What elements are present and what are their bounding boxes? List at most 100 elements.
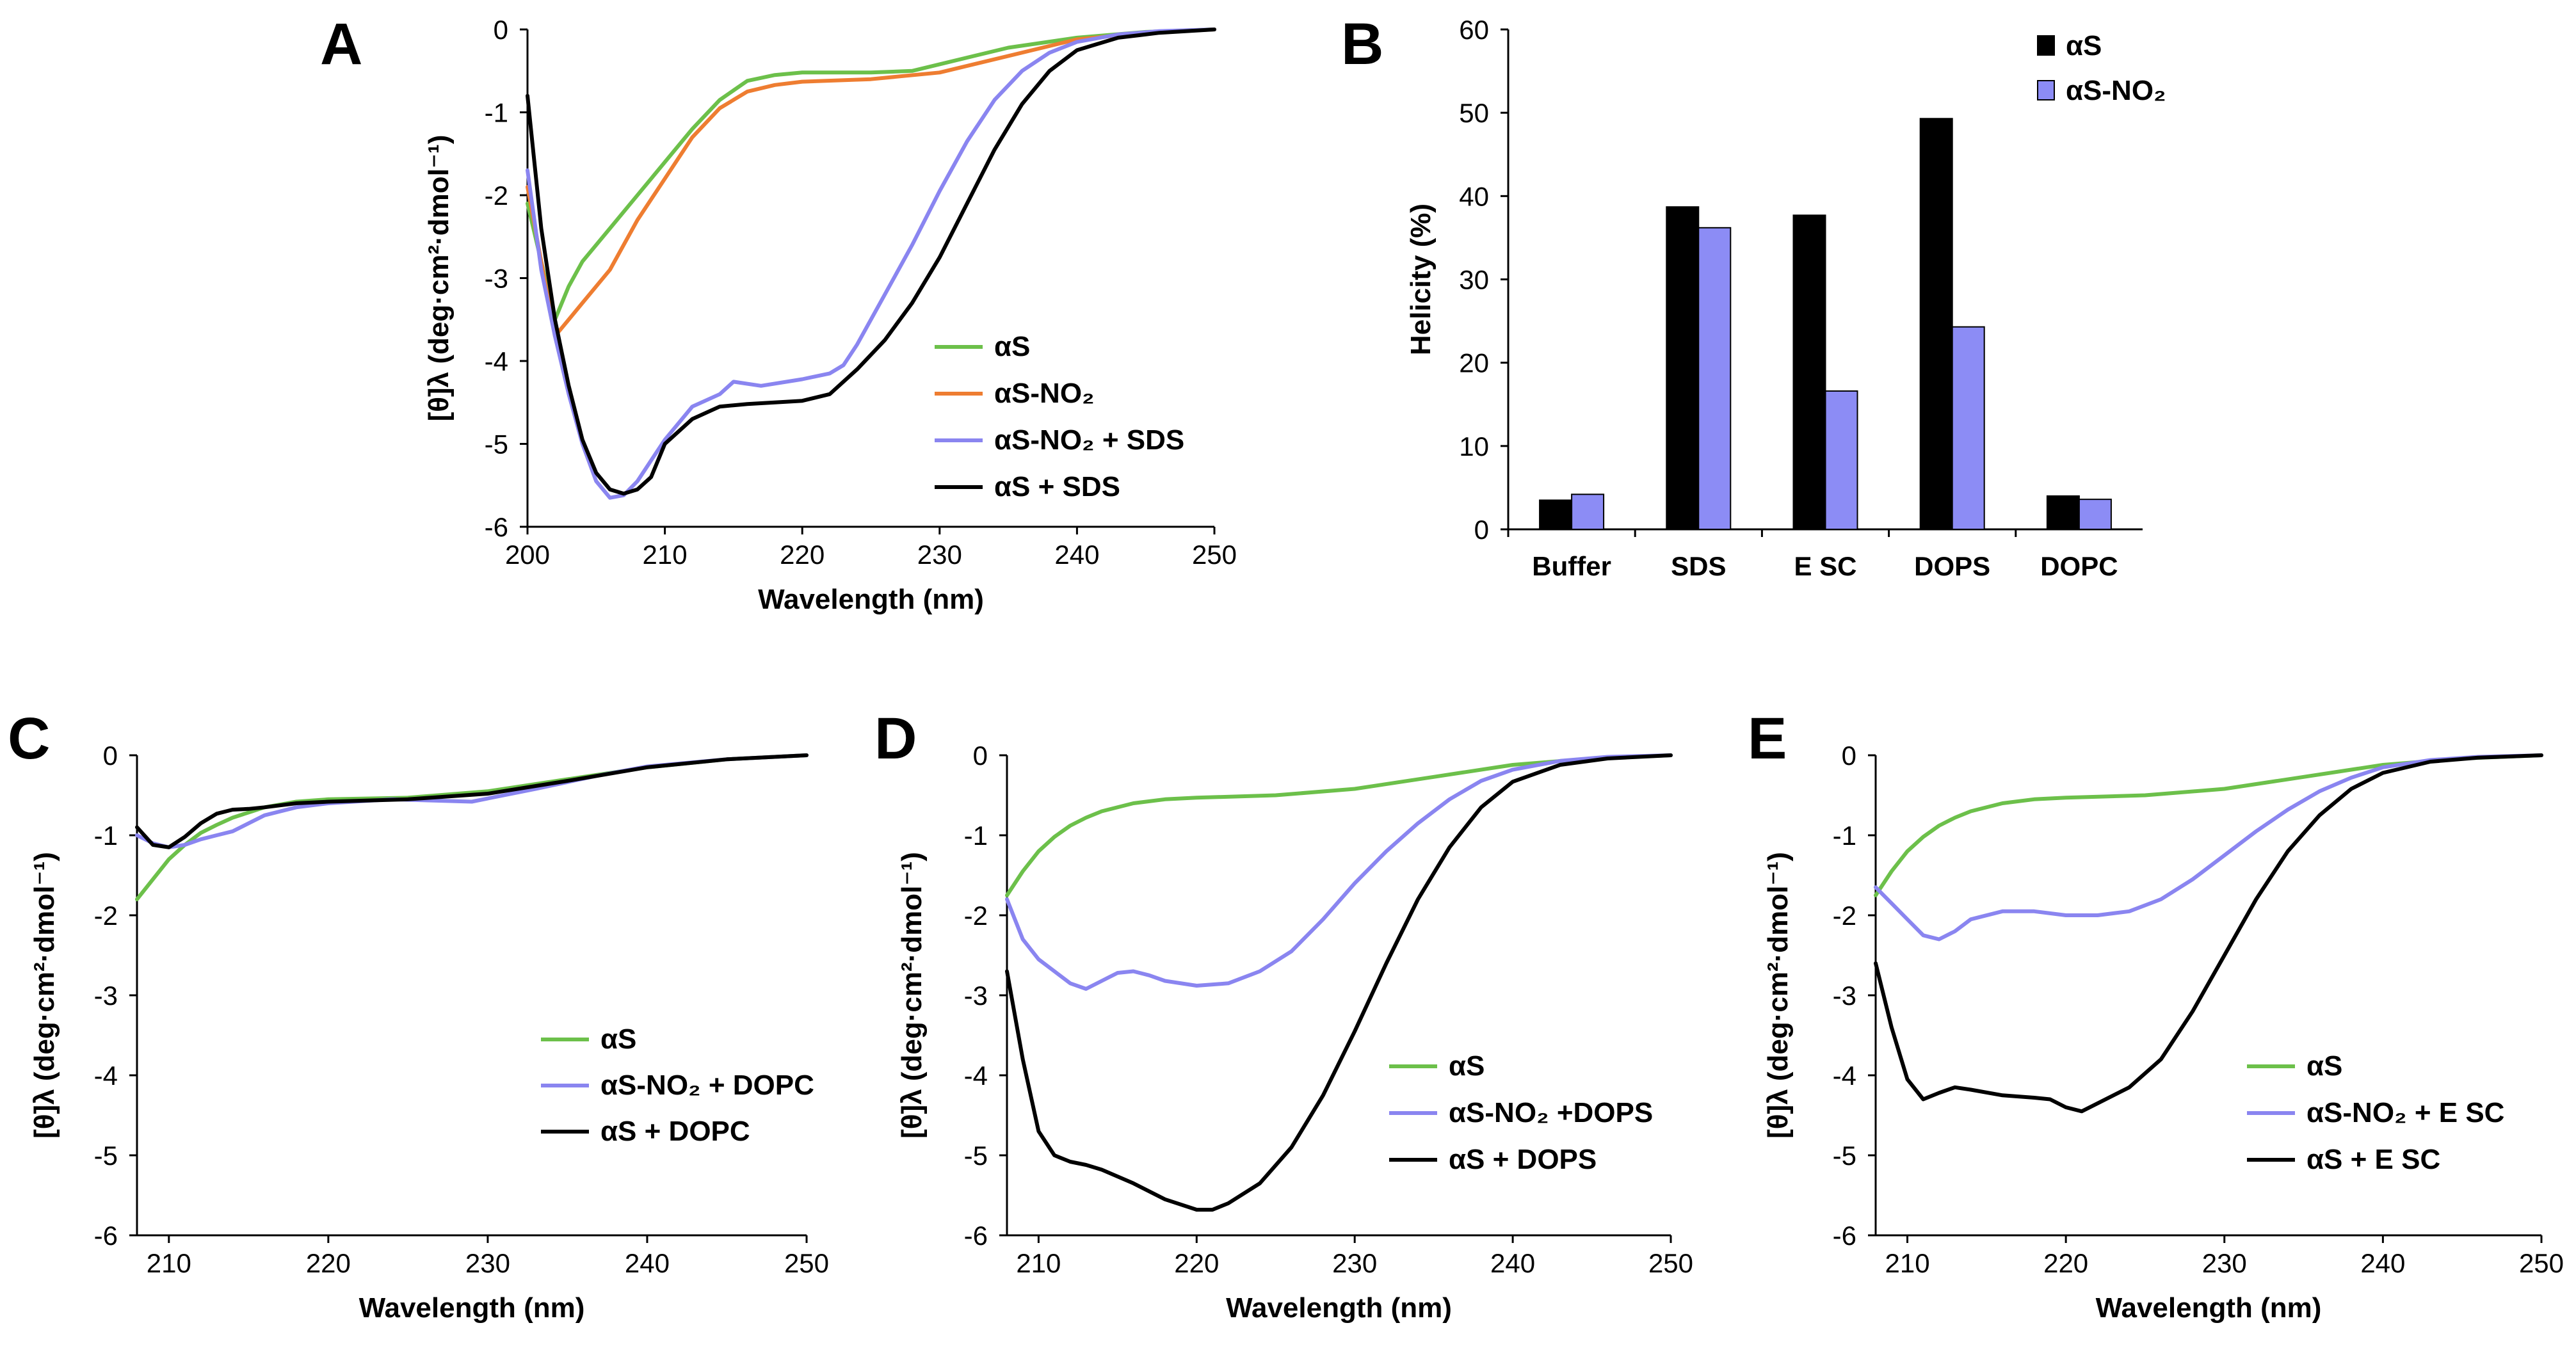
y-axis-title: [θ]λ (deg·cm²·dmol⁻¹) bbox=[896, 852, 928, 1139]
y-tick-label: -2 bbox=[1833, 901, 1856, 931]
y-tick-label: -6 bbox=[94, 1221, 118, 1251]
y-tick-label: 0 bbox=[1842, 741, 1856, 771]
x-tick-label: 230 bbox=[2202, 1248, 2247, 1278]
legend-swatch bbox=[2037, 35, 2055, 56]
y-axis-title: [θ]λ (deg·cm²·dmol⁻¹) bbox=[423, 135, 455, 422]
x-tick-label: 250 bbox=[1648, 1248, 1693, 1278]
series-line-2 bbox=[526, 28, 1216, 339]
series-line-4 bbox=[526, 28, 1216, 496]
y-tick-label: 0 bbox=[103, 741, 118, 771]
legend-swatch bbox=[2037, 80, 2055, 100]
y-tick-label: -6 bbox=[485, 512, 508, 542]
panel-letter: C bbox=[8, 706, 50, 771]
bar-as-no2 bbox=[1571, 493, 1605, 531]
panel-letter: B bbox=[1341, 12, 1383, 77]
bar-as bbox=[2046, 495, 2080, 531]
x-tick-label: 210 bbox=[643, 540, 688, 570]
y-tick-label: -1 bbox=[94, 821, 118, 851]
legend-label: αS + DOPC bbox=[600, 1116, 750, 1147]
y-tick-label: -2 bbox=[485, 180, 508, 211]
category-label: DOPC bbox=[2040, 551, 2118, 581]
x-tick-label: 220 bbox=[2043, 1248, 2088, 1278]
y-axis-title: [θ]λ (deg·cm²·dmol⁻¹) bbox=[1762, 852, 1794, 1139]
x-tick-label: 200 bbox=[505, 540, 550, 570]
bar-as-no2 bbox=[2078, 499, 2112, 531]
panel-letter: E bbox=[1748, 706, 1787, 771]
bar-as bbox=[1539, 499, 1573, 530]
y-tick-label: 50 bbox=[1459, 98, 1489, 128]
bar-as bbox=[1919, 118, 1953, 531]
y-tick-label: -5 bbox=[94, 1141, 118, 1171]
y-tick-label: -1 bbox=[1833, 821, 1856, 851]
category-label: Buffer bbox=[1532, 551, 1611, 581]
series-line-3 bbox=[1874, 753, 2543, 1114]
x-tick-label: 220 bbox=[780, 540, 825, 570]
y-tick-label: -4 bbox=[94, 1061, 118, 1091]
y-tick-label: -1 bbox=[964, 821, 988, 851]
x-tick-label: 240 bbox=[625, 1248, 670, 1278]
category-label: E SC bbox=[1794, 551, 1856, 581]
x-tick-label: 220 bbox=[1174, 1248, 1219, 1278]
y-tick-label: -3 bbox=[94, 981, 118, 1011]
x-tick-label: 210 bbox=[147, 1248, 191, 1278]
y-axis-title: [θ]λ (deg·cm²·dmol⁻¹) bbox=[29, 852, 60, 1139]
y-tick-label: -3 bbox=[1833, 981, 1856, 1011]
series-line-3 bbox=[135, 753, 809, 849]
series-line-3 bbox=[526, 28, 1216, 500]
y-tick-label: -5 bbox=[485, 429, 508, 460]
legend-label: αS-NO₂ + E SC bbox=[2306, 1097, 2504, 1128]
panel-letter: D bbox=[874, 706, 917, 771]
x-tick-label: 250 bbox=[2519, 1248, 2564, 1278]
x-tick-label: 240 bbox=[1490, 1248, 1535, 1278]
legend-label: αS + E SC bbox=[2306, 1144, 2440, 1175]
x-tick-label: 250 bbox=[784, 1248, 829, 1278]
y-tick-label: 20 bbox=[1459, 348, 1489, 378]
panel-letter: A bbox=[320, 12, 362, 77]
bar-as bbox=[1666, 206, 1700, 530]
y-tick-label: -4 bbox=[964, 1061, 988, 1091]
y-tick-label: 0 bbox=[494, 15, 508, 45]
category-label: DOPS bbox=[1914, 551, 1990, 581]
x-tick-label: 210 bbox=[1885, 1248, 1929, 1278]
y-tick-label: -5 bbox=[964, 1141, 988, 1171]
x-axis-title: Wavelength (nm) bbox=[758, 584, 984, 615]
x-tick-label: 230 bbox=[465, 1248, 510, 1278]
y-tick-label: 60 bbox=[1459, 15, 1489, 45]
y-tick-label: -3 bbox=[485, 264, 508, 294]
x-tick-label: 210 bbox=[1016, 1248, 1061, 1278]
series-line-1 bbox=[1005, 753, 1673, 897]
y-tick-label: 0 bbox=[1474, 515, 1489, 545]
y-tick-label: -4 bbox=[1833, 1061, 1856, 1091]
legend-label: αS-NO₂ bbox=[2066, 75, 2166, 106]
y-tick-label: -2 bbox=[964, 901, 988, 931]
y-tick-label: 0 bbox=[973, 741, 988, 771]
y-tick-label: 40 bbox=[1459, 181, 1489, 211]
x-tick-label: 240 bbox=[2360, 1248, 2405, 1278]
bar-as-no2 bbox=[1698, 227, 1732, 530]
legend-label: αS-NO₂ + SDS bbox=[994, 424, 1184, 456]
x-axis-title: Wavelength (nm) bbox=[1226, 1292, 1452, 1324]
bar-as-no2 bbox=[1824, 390, 1858, 530]
y-tick-label: -6 bbox=[964, 1221, 988, 1251]
chart-panel-c: C 0 -1 -2 -3 -4 -5 -6 210 220 230 240 250 Wavelength … bbox=[8, 706, 829, 1324]
legend-label: αS bbox=[2306, 1050, 2342, 1082]
series-line-1 bbox=[1874, 753, 2543, 897]
legend-label: αS bbox=[600, 1023, 636, 1055]
legend-label: αS-NO₂ bbox=[994, 378, 1095, 409]
series-line-3 bbox=[1005, 753, 1673, 1212]
y-tick-label: -1 bbox=[485, 98, 508, 128]
series-line-2 bbox=[1005, 753, 1673, 991]
y-axis-title: Helicity (%) bbox=[1405, 204, 1437, 355]
legend-label: αS-NO₂ + DOPC bbox=[600, 1070, 814, 1101]
legend-label: αS bbox=[2066, 30, 2102, 61]
legend-label: αS bbox=[1449, 1050, 1485, 1082]
x-axis-title: Wavelength (nm) bbox=[2096, 1292, 2322, 1324]
legend-label: αS + DOPS bbox=[1449, 1144, 1597, 1175]
series-line-2 bbox=[1874, 753, 2543, 942]
x-tick-label: 230 bbox=[1332, 1248, 1377, 1278]
series-line-2 bbox=[135, 753, 809, 849]
y-tick-label: -5 bbox=[1833, 1141, 1856, 1171]
legend-label: αS-NO₂ +DOPS bbox=[1449, 1097, 1653, 1128]
